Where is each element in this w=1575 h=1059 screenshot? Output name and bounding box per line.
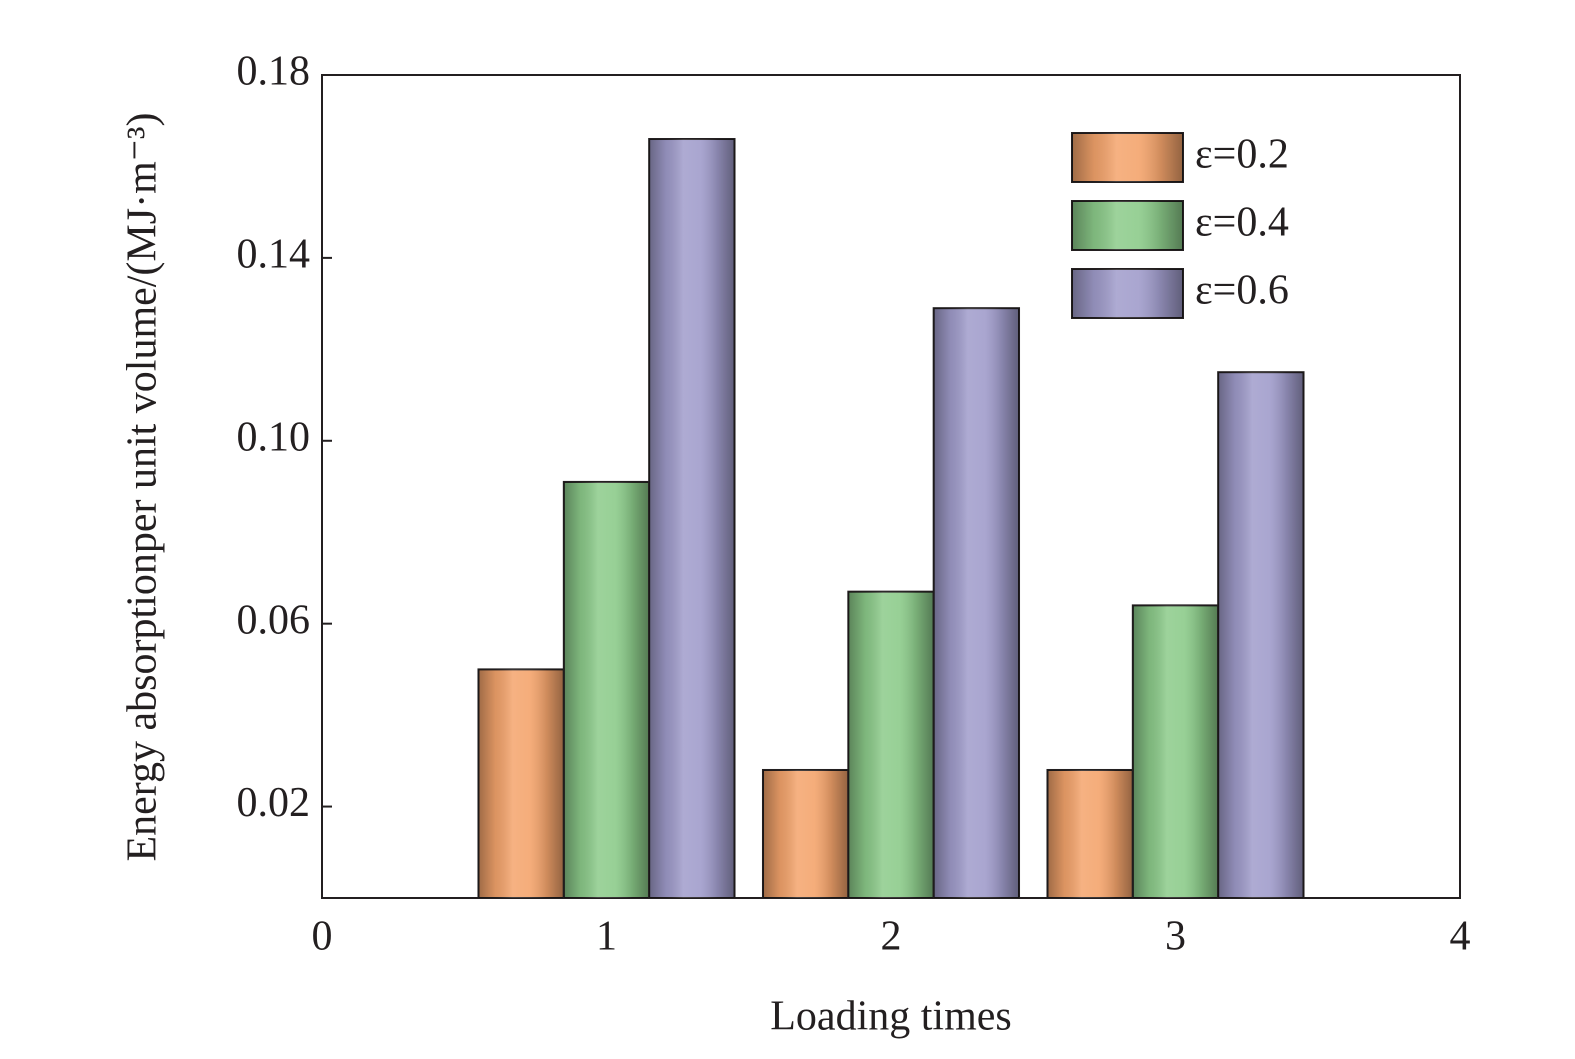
bar-shading bbox=[762, 769, 849, 898]
y-tick-label: 0.10 bbox=[237, 414, 311, 460]
x-tick-label: 0 bbox=[312, 914, 333, 960]
legend-label: ε=0.2 bbox=[1195, 132, 1289, 178]
bar-shading bbox=[1047, 769, 1133, 898]
x-tick-label: 3 bbox=[1165, 914, 1186, 960]
legend-label: ε=0.6 bbox=[1195, 268, 1289, 314]
y-tick-label: 0.06 bbox=[237, 597, 311, 643]
legend-label: ε=0.4 bbox=[1195, 200, 1289, 246]
y-tick-label: 0.02 bbox=[237, 780, 311, 826]
bar-shading bbox=[1218, 372, 1304, 898]
bar-shading bbox=[649, 139, 735, 898]
bar-shading bbox=[848, 591, 934, 898]
y-tick-label: 0.18 bbox=[237, 49, 311, 95]
x-tick-label: 1 bbox=[596, 914, 617, 960]
bar-shading bbox=[478, 669, 564, 898]
y-axis-label: Energy absorptionper unit volume/(MJ·m⁻³… bbox=[120, 112, 166, 861]
bar-shading bbox=[933, 308, 1020, 898]
legend-swatch-shading bbox=[1072, 269, 1183, 318]
legend-swatch-shading bbox=[1072, 201, 1183, 250]
bar-shading bbox=[563, 481, 650, 898]
x-axis-label: Loading times bbox=[770, 994, 1011, 1040]
x-tick-label: 4 bbox=[1450, 914, 1471, 960]
y-tick-label: 0.14 bbox=[237, 232, 311, 278]
legend-swatch-shading bbox=[1072, 133, 1183, 182]
x-tick-label: 2 bbox=[881, 914, 902, 960]
bar-shading bbox=[1132, 605, 1219, 898]
